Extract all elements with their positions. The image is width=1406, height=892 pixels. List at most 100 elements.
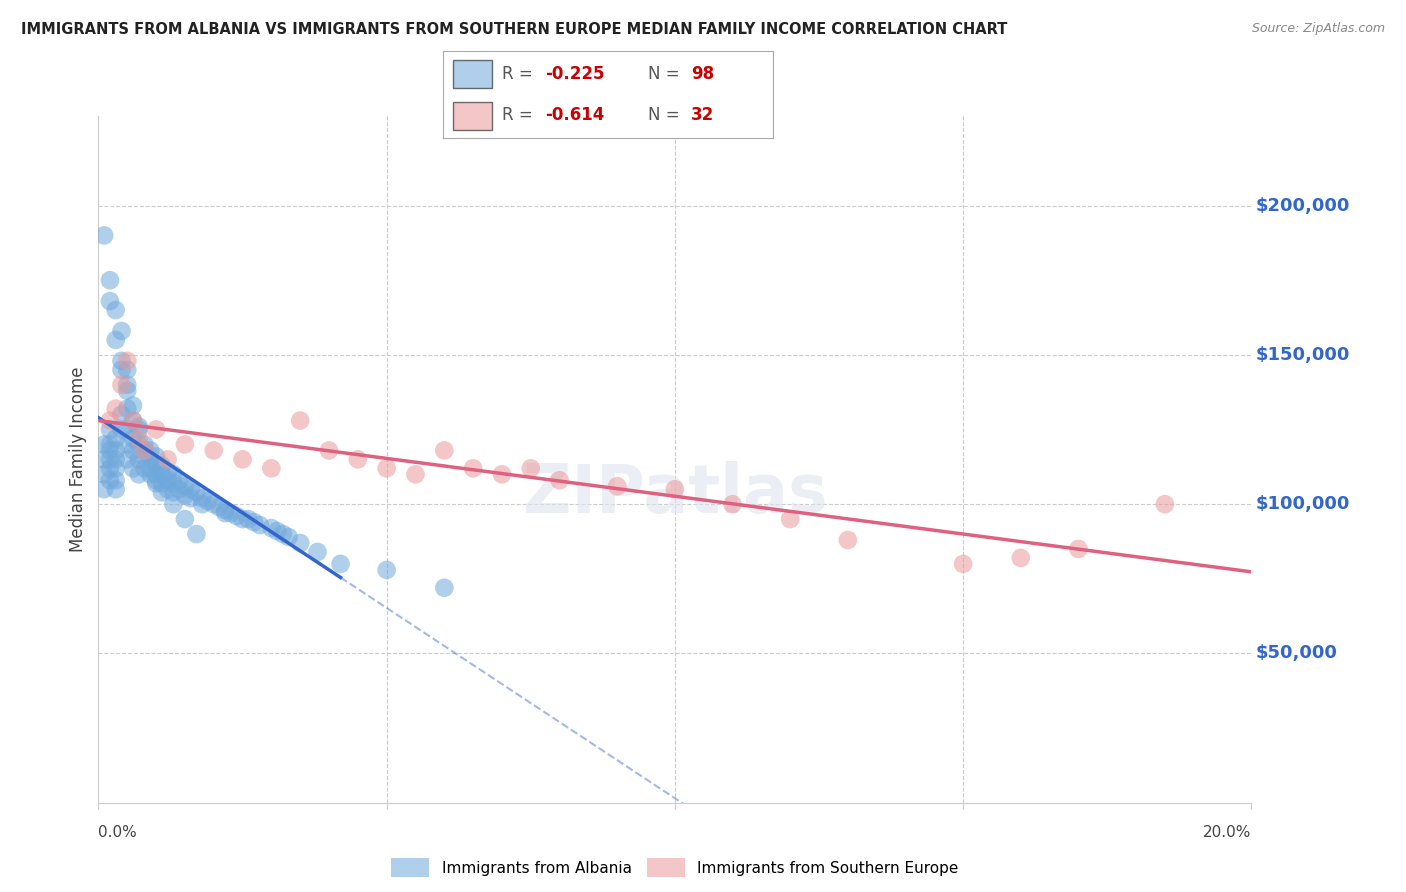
Point xyxy=(117,401,138,416)
Point xyxy=(122,413,145,427)
Point xyxy=(346,452,368,467)
Point xyxy=(110,354,132,368)
Point xyxy=(128,437,150,451)
Point xyxy=(225,509,247,524)
Point xyxy=(1153,497,1175,511)
Point xyxy=(180,491,202,506)
Point xyxy=(145,450,167,464)
Point xyxy=(139,467,162,482)
Point xyxy=(104,333,127,347)
Point xyxy=(104,443,127,458)
Point xyxy=(98,423,121,437)
Point xyxy=(162,467,184,482)
Text: -0.614: -0.614 xyxy=(546,105,605,124)
Point xyxy=(277,530,299,544)
Point xyxy=(290,413,312,427)
Point xyxy=(145,423,167,437)
Point xyxy=(167,482,190,496)
Point xyxy=(150,467,173,482)
Text: IMMIGRANTS FROM ALBANIA VS IMMIGRANTS FROM SOUTHERN EUROPE MEDIAN FAMILY INCOME : IMMIGRANTS FROM ALBANIA VS IMMIGRANTS FR… xyxy=(21,22,1008,37)
Point xyxy=(104,473,127,487)
Point xyxy=(167,473,190,487)
Point xyxy=(122,413,145,427)
Point xyxy=(128,467,150,482)
Point xyxy=(110,408,132,422)
Point xyxy=(433,581,456,595)
Point xyxy=(117,423,138,437)
Point xyxy=(150,458,173,473)
Point xyxy=(952,557,974,571)
Point xyxy=(271,527,294,541)
Point xyxy=(249,518,271,533)
Point xyxy=(122,443,145,458)
Point xyxy=(104,401,127,416)
Point xyxy=(664,482,686,496)
Point xyxy=(290,536,312,550)
Point xyxy=(375,563,398,577)
Point xyxy=(139,443,162,458)
Point xyxy=(606,479,628,493)
Point xyxy=(104,303,127,318)
Text: $200,000: $200,000 xyxy=(1256,196,1350,215)
Point xyxy=(110,363,132,377)
Point xyxy=(122,432,145,446)
Point xyxy=(117,354,138,368)
Point xyxy=(329,557,352,571)
Point xyxy=(260,521,283,535)
Point xyxy=(134,443,156,458)
Point xyxy=(548,473,571,487)
Point xyxy=(145,473,167,487)
Point xyxy=(318,443,340,458)
Point xyxy=(191,491,214,506)
Point xyxy=(721,497,744,511)
Point xyxy=(156,464,179,478)
Point xyxy=(433,443,456,458)
Point xyxy=(238,512,260,526)
Point xyxy=(98,452,121,467)
Point xyxy=(139,461,162,475)
Point xyxy=(110,377,132,392)
Point xyxy=(150,485,173,500)
Point xyxy=(208,500,231,515)
Point xyxy=(214,506,236,520)
Point xyxy=(122,399,145,413)
Text: R =: R = xyxy=(502,105,538,124)
Point xyxy=(104,461,127,475)
Point xyxy=(174,488,197,502)
Text: N =: N = xyxy=(648,65,685,84)
Point xyxy=(156,452,179,467)
Point xyxy=(156,473,179,487)
Point xyxy=(104,432,127,446)
Point xyxy=(117,384,138,398)
Point xyxy=(128,432,150,446)
Point xyxy=(128,419,150,434)
Point xyxy=(202,443,225,458)
FancyBboxPatch shape xyxy=(453,102,492,129)
Point xyxy=(266,524,288,538)
Point xyxy=(145,476,167,491)
Point xyxy=(134,450,156,464)
Point xyxy=(186,527,208,541)
Point xyxy=(491,467,513,482)
Point xyxy=(110,423,132,437)
Point xyxy=(117,377,138,392)
Point xyxy=(156,482,179,496)
Point xyxy=(150,476,173,491)
Text: 32: 32 xyxy=(690,105,714,124)
Point xyxy=(779,512,801,526)
Point xyxy=(117,452,138,467)
Point xyxy=(219,506,242,520)
Point xyxy=(98,413,121,427)
FancyBboxPatch shape xyxy=(453,60,492,87)
Point xyxy=(104,482,127,496)
Point xyxy=(93,482,115,496)
Point xyxy=(202,497,225,511)
Point xyxy=(98,443,121,458)
Point xyxy=(243,515,266,529)
Point xyxy=(162,497,184,511)
Point xyxy=(93,452,115,467)
Point xyxy=(197,494,219,508)
Point xyxy=(134,437,156,451)
Point xyxy=(214,503,236,517)
Point xyxy=(174,512,197,526)
